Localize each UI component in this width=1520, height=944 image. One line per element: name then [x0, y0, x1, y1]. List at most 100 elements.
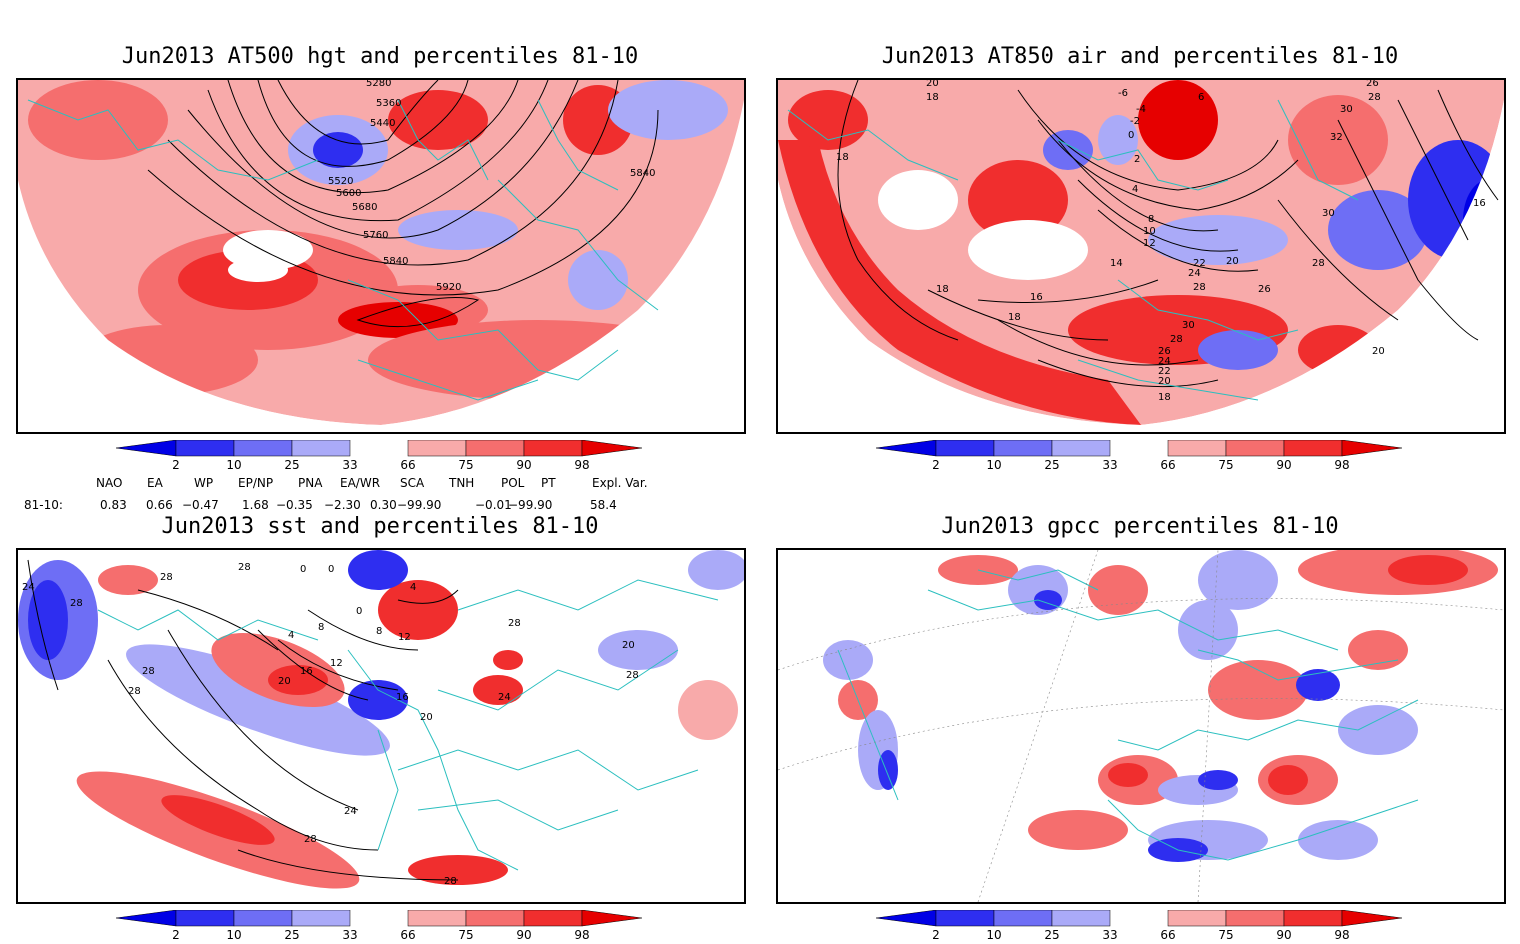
index-value: 0.66 [146, 498, 173, 512]
index-value: −0.47 [182, 498, 219, 512]
contour-label: 24 [1188, 268, 1201, 279]
contour-label: 5920 [436, 282, 461, 293]
contour-label: -4 [1136, 104, 1146, 115]
contour-label: 5520 [328, 176, 353, 187]
panel-title-air850: Jun2013 AT850 air and percentiles 81-10 [881, 44, 1399, 69]
map-panel-gpcc[interactable] [776, 548, 1506, 904]
teleconnection-indices: NAO EA WP EP/NP PNA EA/WR SCA TNH POL PT… [0, 470, 700, 512]
contour-label: 28 [70, 598, 83, 609]
contour-label: 8 [1148, 214, 1154, 225]
colorbar-tick: 10 [986, 928, 1002, 942]
colorbar-tick: 10 [226, 458, 242, 472]
colorbar-tick: 98 [1334, 458, 1350, 472]
colorbar-swatches [115, 909, 643, 927]
contour-label: 24 [1158, 356, 1171, 367]
index-value: 58.4 [590, 498, 617, 512]
colorbar-tick: 2 [932, 458, 940, 472]
panel-title-sst: Jun2013 sst and percentiles 81-10 [161, 514, 599, 539]
index-header: Expl. Var. [592, 476, 648, 490]
colorbar-high-arrow [1341, 439, 1403, 457]
index-value: −2.30 [324, 498, 361, 512]
map-panel-air850[interactable]: 20 18 18 -6 -4 -2 0 2 4 6 8 10 12 14 16 … [776, 78, 1506, 434]
colorbar-tick: 98 [574, 928, 590, 942]
contour-label: 12 [1143, 238, 1156, 249]
colorbar-low-arrow [115, 909, 177, 927]
colorbar-tick: 75 [1218, 928, 1234, 942]
contour-label: 24 [22, 582, 35, 593]
colorbar-tick: 33 [1102, 928, 1118, 942]
index-header: WP [194, 476, 214, 490]
colorbar-tick: 2 [172, 928, 180, 942]
contour-label: 20 [1158, 376, 1171, 387]
index-value: 0.83 [100, 498, 127, 512]
contour-label: 4 [1132, 184, 1138, 195]
colorbar-tick: 75 [458, 458, 474, 472]
colorbar-tick: 33 [1102, 458, 1118, 472]
contour-label: 10 [1143, 226, 1156, 237]
contour-label: 2 [1134, 154, 1140, 165]
contour-label: 4 [288, 630, 294, 641]
colorbar-tick: 66 [400, 928, 416, 942]
contour-label: 5280 [366, 80, 391, 89]
contour-label: 28 [1368, 92, 1381, 103]
contour-label: 0 [356, 606, 362, 617]
map-panel-sst[interactable]: 24 28 28 28 28 28 4 8 12 16 20 20 16 12 … [16, 548, 746, 904]
colorbar-tick: 66 [400, 458, 416, 472]
contour-label: -2 [1130, 116, 1140, 127]
contour-label: 5440 [370, 118, 395, 129]
contour-label: 5840 [630, 168, 655, 179]
contour-label: 30 [1182, 320, 1195, 331]
contour-label: 16 [1030, 292, 1043, 303]
air850-map: 20 18 18 -6 -4 -2 0 2 4 6 8 10 12 14 16 … [778, 80, 1504, 432]
colorbar-hgt500: 2 10 25 33 66 75 90 98 [115, 439, 643, 474]
colorbar-tick: 66 [1160, 928, 1176, 942]
contour-label: 22 [1158, 366, 1171, 377]
index-value: −99.90 [397, 498, 442, 512]
contour-label: 28 [160, 572, 173, 583]
index-header: PNA [298, 476, 323, 490]
contour-label: 16 [1473, 198, 1486, 209]
contour-label: 18 [926, 92, 939, 103]
colorbar-gpcc: 2 10 25 33 66 75 90 98 [875, 909, 1403, 944]
contour-label: 28 [238, 562, 251, 573]
colorbar-low-arrow [115, 439, 177, 457]
contour-label: 6 [1198, 92, 1204, 103]
index-value: 0.30 [370, 498, 397, 512]
colorbar-tick: 90 [1276, 458, 1292, 472]
colorbar-tick: 98 [574, 458, 590, 472]
contour-label: 26 [1366, 80, 1379, 89]
contour-label: 8 [318, 622, 324, 633]
colorbar-tick: 90 [1276, 928, 1292, 942]
sst-map: 24 28 28 28 28 28 4 8 12 16 20 20 16 12 … [18, 550, 744, 902]
hgt500-map: 5280 5360 5440 5520 5600 5680 5760 5840 … [18, 80, 744, 432]
map-panel-hgt500[interactable]: 5280 5360 5440 5520 5600 5680 5760 5840 … [16, 78, 746, 434]
index-row-label: 81-10: [24, 498, 63, 512]
colorbar-tick: 66 [1160, 458, 1176, 472]
colorbar-high-arrow [581, 909, 643, 927]
colorbar-low-arrow [875, 439, 937, 457]
contour-label: 14 [1110, 258, 1123, 269]
contour-label: 24 [498, 692, 511, 703]
colorbar-tick: 33 [342, 928, 358, 942]
colorbar-tick: 25 [284, 928, 300, 942]
colorbar-tick: 75 [1218, 458, 1234, 472]
contour-label: 5360 [376, 98, 401, 109]
contour-label: 26 [1158, 346, 1171, 357]
colorbar-swatches [875, 909, 1403, 927]
colorbar-swatches [875, 439, 1403, 457]
contour-label: 28 [1193, 282, 1206, 293]
colorbar-tick: 98 [1334, 928, 1350, 942]
colorbar-tick: 10 [226, 928, 242, 942]
contour-label: 18 [936, 284, 949, 295]
contour-label: -6 [1118, 88, 1128, 99]
contour-label: 0 [300, 564, 306, 575]
colorbar-tick: 2 [932, 928, 940, 942]
contour-label: 18 [1008, 312, 1021, 323]
air850-contour-labels: 20 18 18 -6 -4 -2 0 2 4 6 8 10 12 14 16 … [836, 80, 1486, 403]
contour-label: 12 [330, 658, 343, 669]
contour-label: 5680 [352, 202, 377, 213]
contour-label: 20 [622, 640, 635, 651]
colorbar-tick: 33 [342, 458, 358, 472]
contour-label: 22 [1193, 258, 1206, 269]
contour-label: 24 [344, 806, 357, 817]
